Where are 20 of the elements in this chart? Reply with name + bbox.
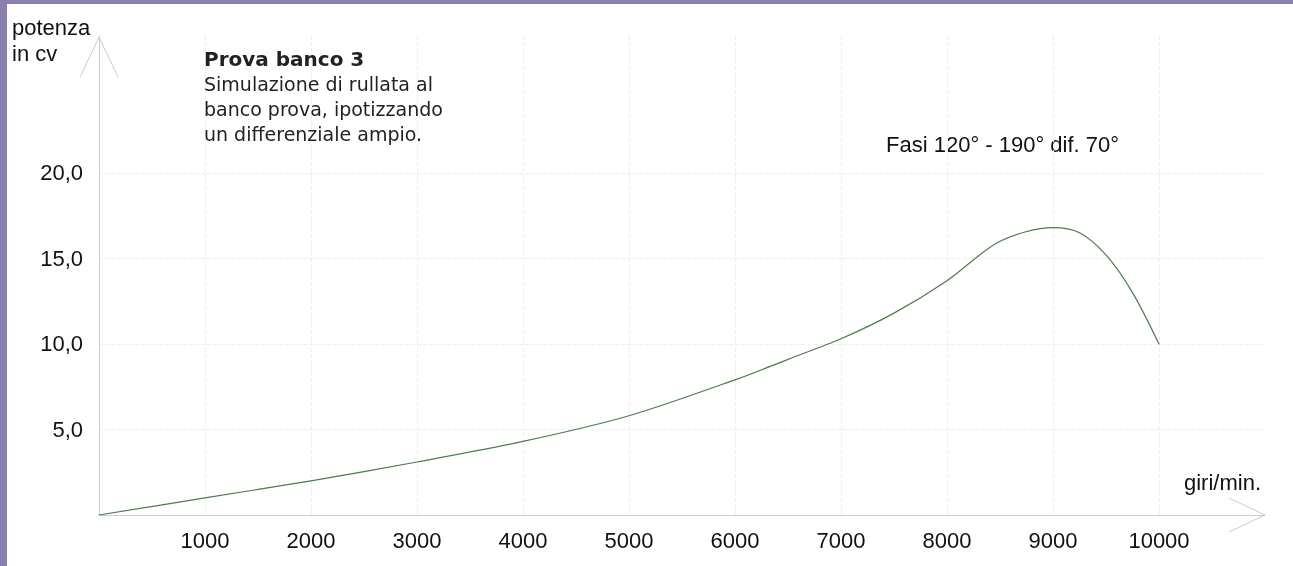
x-tick-label: 8000: [922, 527, 972, 553]
x-tick-label: 5000: [604, 527, 654, 553]
x-tick-label: 3000: [392, 527, 442, 553]
x-tick-label: 10000: [1128, 527, 1190, 553]
y-tick-label: 15,0: [40, 245, 83, 271]
annotation: Fasi 120° - 190° dif. 70°: [886, 131, 1120, 157]
text: Prova banco 3: [204, 47, 365, 71]
x-axis-title: giri/min.: [1183, 469, 1261, 495]
y-tick-label: 10,0: [40, 331, 83, 357]
x-tick-label: 2000: [286, 527, 336, 553]
text: Simulazione di rullata al banco prova, ipotizzando un differenziale ampio.: [204, 72, 443, 145]
x-tick-label: 9000: [1028, 527, 1078, 553]
y-axis-title: potenza in cv: [12, 14, 97, 66]
y-tick-label: 5,0: [52, 416, 83, 442]
y-tick-label: 20,0: [40, 160, 83, 186]
x-tick-label: 6000: [710, 527, 760, 553]
x-tick-label: 7000: [816, 527, 866, 553]
x-tick-label: 4000: [498, 527, 548, 553]
x-tick-label: 1000: [180, 527, 230, 553]
line-series: [98, 227, 1160, 516]
